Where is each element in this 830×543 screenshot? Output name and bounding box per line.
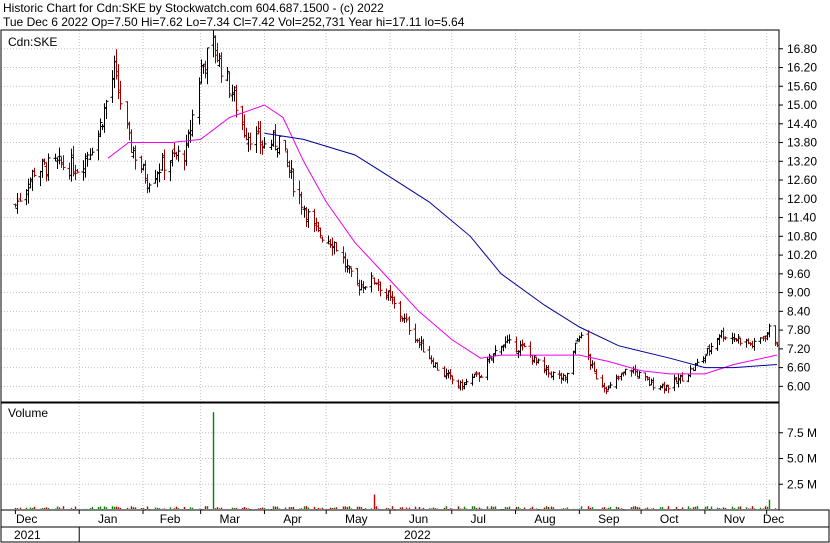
price-tick-label: 16.20 xyxy=(787,61,817,75)
month-label: Nov xyxy=(724,512,745,526)
volume-axis-labels: 7.5 M 5.0 M 2.5 M xyxy=(779,426,817,491)
price-tick-label: 12.00 xyxy=(787,192,817,206)
price-tick-label: 6.00 xyxy=(787,379,811,393)
symbol-label: Cdn:SKE xyxy=(8,35,57,49)
price-tick-label: 8.40 xyxy=(787,304,811,318)
month-label: Aug xyxy=(534,512,555,526)
volume-tick-label: 5.0 M xyxy=(787,452,817,466)
year-label: 2022 xyxy=(404,528,431,542)
month-label: Jun xyxy=(409,512,428,526)
price-tick-label: 11.40 xyxy=(787,211,816,225)
price-bars xyxy=(13,29,780,395)
price-tick-label: 6.60 xyxy=(787,361,811,375)
year-label: 2021 xyxy=(14,528,41,542)
price-axis-labels: 16.80 16.20 15.60 15.00 14.40 13.80 13.20 12.60… xyxy=(779,42,817,393)
price-tick-label: 7.20 xyxy=(787,342,811,356)
chart-header-quote: Tue Dec 6 2022 Op=7.50 Hi=7.62 Lo=7.34 C… xyxy=(3,15,465,29)
price-panel-frame xyxy=(0,29,780,403)
month-label: Dec xyxy=(763,512,784,526)
price-tick-label: 16.80 xyxy=(787,42,817,56)
month-label: Mar xyxy=(219,512,240,526)
price-tick-label: 10.20 xyxy=(787,248,817,262)
month-label: Jan xyxy=(98,512,117,526)
month-label: Jul xyxy=(471,512,486,526)
price-tick-label: 10.80 xyxy=(787,229,817,243)
price-tick-label: 12.60 xyxy=(787,173,817,187)
month-label: Apr xyxy=(283,512,302,526)
chart-header-title: Historic Chart for Cdn:SKE by Stockwatch… xyxy=(3,1,384,15)
price-tick-label: 13.80 xyxy=(787,136,817,150)
price-panel: Cdn:SKE xyxy=(0,29,780,403)
price-tick-label: 15.60 xyxy=(787,79,817,93)
price-tick-label: 9.00 xyxy=(787,286,811,300)
volume-bars xyxy=(14,412,779,510)
grid-lines xyxy=(1,30,779,510)
month-label: Dec xyxy=(16,512,37,526)
price-tick-label: 7.80 xyxy=(787,323,811,337)
month-label: May xyxy=(345,512,368,526)
price-tick-label: 13.20 xyxy=(787,154,817,168)
time-axis: Dec Jan Feb Mar Apr May Jun Jul Aug Sep Oct Nov Dec 2… xyxy=(0,509,830,543)
volume-tick-label: 7.5 M xyxy=(787,426,817,440)
moving-average-short xyxy=(107,104,778,375)
month-label: Oct xyxy=(660,512,679,526)
moving-average-long xyxy=(264,132,777,369)
volume-tick-label: 2.5 M xyxy=(787,477,817,491)
price-tick-label: 14.40 xyxy=(787,117,817,131)
volume-title: Volume xyxy=(8,406,48,420)
month-label: Feb xyxy=(160,512,181,526)
month-label: Sep xyxy=(598,512,620,526)
price-tick-label: 15.00 xyxy=(787,98,817,112)
price-tick-label: 9.60 xyxy=(787,267,811,281)
